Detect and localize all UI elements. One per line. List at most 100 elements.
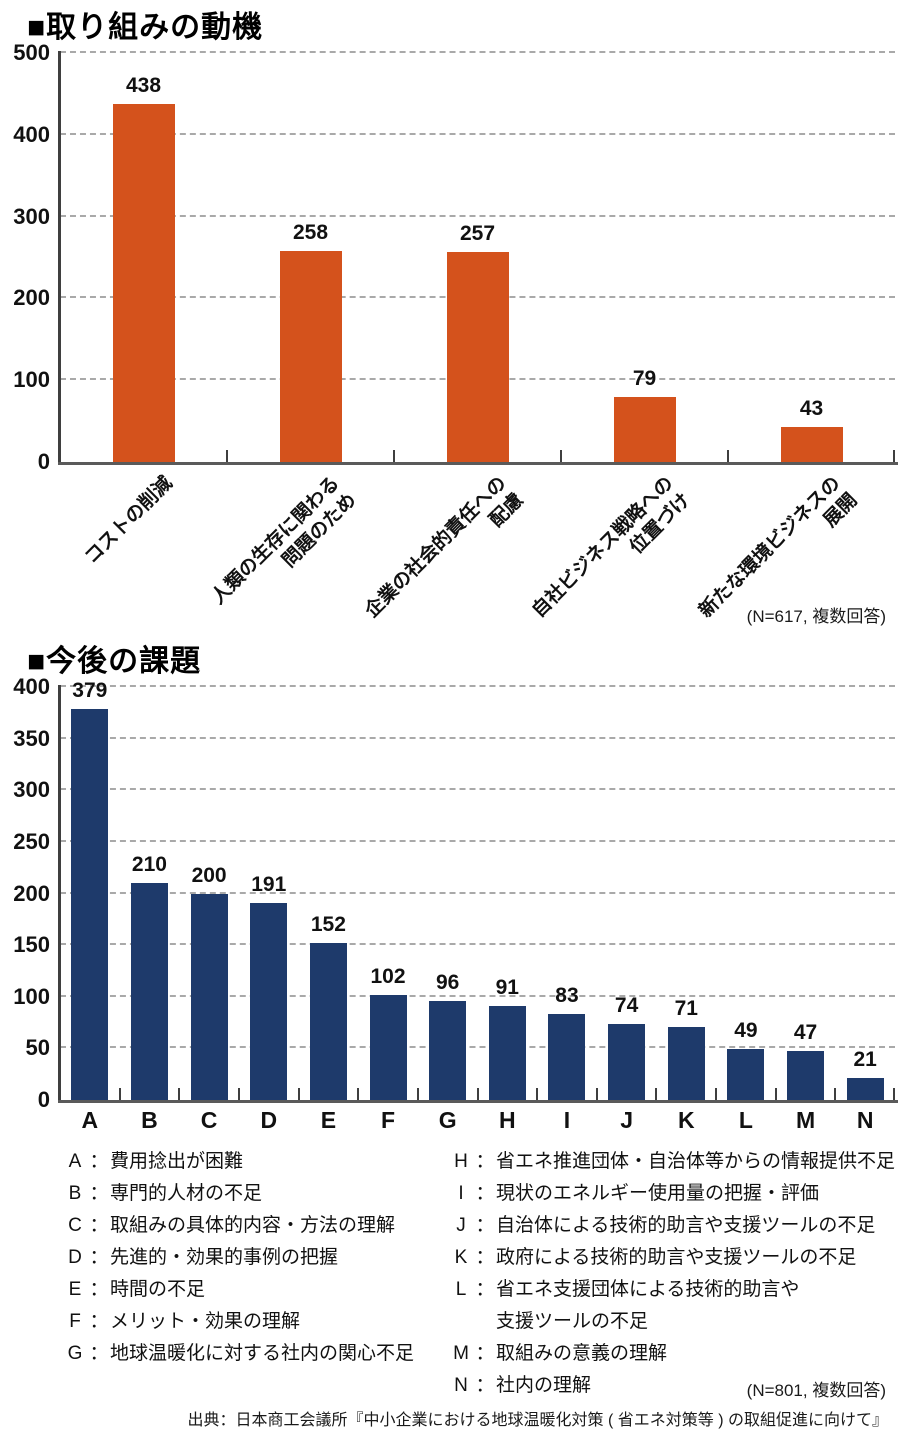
legend-text: 時間の不足	[110, 1279, 206, 1300]
category-label: コストの削減	[81, 472, 178, 569]
legend-separator: ：	[89, 1311, 109, 1332]
bar	[613, 397, 676, 462]
bar	[548, 1014, 586, 1100]
x-axis-tick	[416, 1088, 419, 1100]
legend: A：費用捻出が困難 B：専門的人材の不足 C：取組みの具体的内容・方法の理解 D：先進…	[62, 1146, 900, 1402]
legend-separator: ：	[89, 1343, 109, 1364]
legend-key: I	[458, 1183, 464, 1204]
legend-separator: ：	[89, 1247, 109, 1268]
chart2-title: ■今後の課題	[27, 645, 202, 678]
y-axis-label: 500	[13, 40, 50, 65]
x-axis-tick	[834, 1088, 837, 1100]
legend-item: N ：社内の理解	[448, 1370, 900, 1402]
bar	[846, 1078, 884, 1100]
legend-key: L	[455, 1279, 467, 1300]
source-citation: 出典：日本商工会議所『中小企業における地球温暖化対策 ( 省エネ対策等 ) の取…	[187, 1412, 888, 1429]
chart1-title: ■取り組みの動機	[27, 11, 264, 44]
legend-separator: ：	[475, 1375, 495, 1396]
legend-text: 自治体による技術的助言や支援ツールの不足	[496, 1215, 876, 1236]
bar	[446, 251, 509, 462]
legend-separator: ：	[475, 1215, 495, 1236]
bar	[309, 943, 347, 1100]
x-axis-tick	[393, 450, 395, 462]
chart1-sample-note: (N=617, 複数回答)	[746, 607, 886, 626]
bar-value-label: 91	[495, 976, 519, 1000]
legend-key: N	[454, 1375, 468, 1396]
bar-value-label: 71	[674, 996, 698, 1020]
legend-column-right: H：省エネ推進団体・自治体等からの情報提供不足 I：現状のエネルギー使用量の把握・…	[448, 1146, 900, 1402]
x-axis-tick	[226, 450, 228, 462]
bar-value-label: 210	[131, 853, 167, 877]
bar-value-label: 43	[799, 396, 824, 420]
legend-column-left: A：費用捻出が困難 B：専門的人材の不足 C：取組みの具体的内容・方法の理解 D：先進…	[62, 1146, 448, 1402]
legend-separator: ：	[89, 1279, 109, 1300]
gridline	[60, 736, 895, 739]
legend-key: M	[453, 1343, 469, 1364]
chart1-plot-area: 0 100 200 300 400 500 438 コストの削減 258 人類の生存に関わる 問題…	[13, 40, 898, 622]
category-label: C	[200, 1107, 218, 1133]
category-label: 人類の生存に関わる 問題のため	[208, 472, 361, 609]
legend-item: M ：取組みの意義の理解	[448, 1338, 900, 1370]
bar	[279, 250, 342, 462]
legend-key: J	[456, 1215, 466, 1236]
gridline	[60, 788, 895, 791]
x-axis-tick	[893, 1088, 895, 1100]
bar	[488, 1006, 526, 1100]
legend-item: B ：専門的人材の不足	[62, 1178, 448, 1210]
legend-item: G ：地球温暖化に対する社内の関心不足	[62, 1338, 448, 1370]
bar	[130, 883, 168, 1100]
legend-text: メリット・効果の理解	[110, 1311, 301, 1332]
legend-separator: ：	[475, 1247, 495, 1268]
y-axis-label: 100	[13, 983, 50, 1009]
gridline	[60, 891, 895, 894]
x-axis-tick	[476, 1088, 479, 1100]
y-axis-label: 300	[13, 777, 50, 803]
bar-value-label: 96	[435, 970, 460, 994]
bar	[608, 1023, 646, 1100]
bar	[369, 994, 407, 1100]
gridline	[60, 839, 895, 842]
x-axis-tick	[536, 1088, 539, 1100]
y-axis-label: 400	[13, 121, 50, 147]
gridline	[60, 1046, 895, 1049]
gridline	[60, 51, 895, 53]
legend-item: D ：先進的・効果的事例の把握	[62, 1242, 448, 1274]
category-label: F	[381, 1107, 396, 1133]
y-axis-label: 400	[13, 674, 50, 699]
bar-value-label: 438	[125, 73, 162, 97]
legend-text: 費用捻出が困難	[110, 1151, 244, 1172]
category-label: D	[260, 1107, 278, 1133]
legend-key: E	[68, 1279, 82, 1300]
x-axis-tick	[727, 450, 729, 462]
bar	[667, 1026, 705, 1100]
legend-separator: ：	[89, 1183, 109, 1204]
legend-key: D	[68, 1247, 82, 1268]
bar	[190, 893, 228, 1100]
x-axis-line	[58, 1100, 898, 1103]
legend-item: C ：取組みの具体的内容・方法の理解	[62, 1210, 448, 1242]
category-label: K	[677, 1107, 695, 1133]
bar-value-label: 79	[632, 367, 657, 391]
bar-value-label: 257	[459, 221, 496, 245]
legend-text: 取組みの意義の理解	[496, 1343, 668, 1364]
chart2-sample-note: (N=801, 複数回答)	[746, 1381, 886, 1400]
category-label: 自社ビジネス戦略への 位置づけ	[528, 472, 695, 622]
legend-item: E ：時間の不足	[62, 1274, 448, 1306]
x-axis-tick	[774, 1088, 777, 1100]
bar	[787, 1051, 825, 1100]
x-axis-tick	[560, 450, 562, 462]
category-label: L	[738, 1107, 753, 1133]
legend-key: A	[68, 1151, 82, 1172]
bar	[780, 426, 843, 462]
y-axis-label: 200	[13, 880, 50, 906]
bar	[112, 103, 175, 462]
legend-separator: ：	[89, 1215, 109, 1236]
y-axis-label: 100	[13, 367, 50, 393]
category-label: 企業の社会的責任への 配慮	[361, 472, 528, 622]
legend-item: L ：省エネ支援団体による技術的助言や 支援ツールの不足	[448, 1274, 900, 1338]
legend-text: 現状のエネルギー使用量の把握・評価	[496, 1183, 820, 1204]
legend-item: I ：現状のエネルギー使用量の把握・評価	[448, 1178, 900, 1210]
gridline	[60, 685, 895, 687]
legend-separator: ：	[475, 1151, 495, 1172]
